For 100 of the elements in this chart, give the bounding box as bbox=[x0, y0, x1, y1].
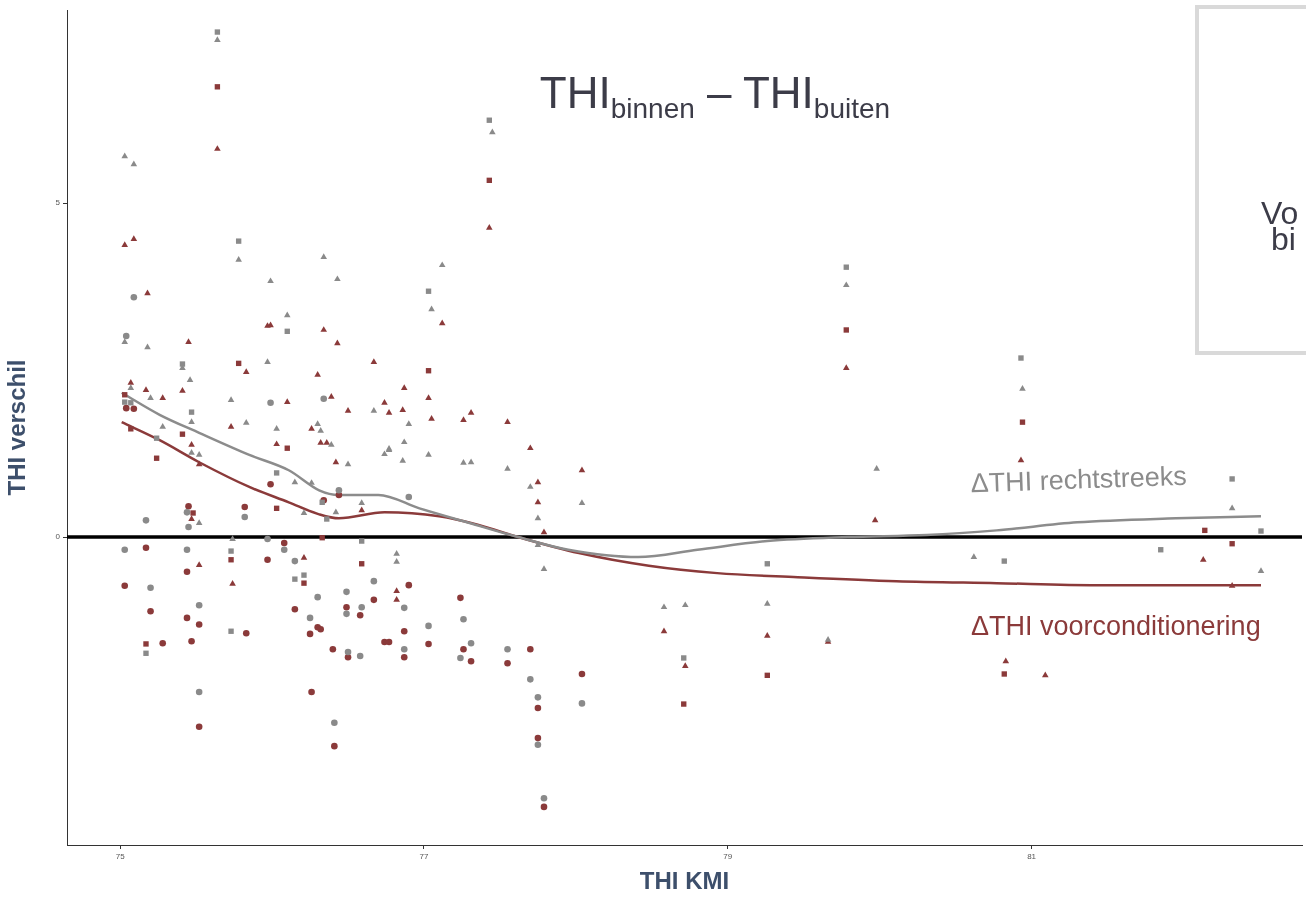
point bbox=[358, 603, 365, 611]
point bbox=[331, 742, 338, 750]
point bbox=[356, 652, 364, 660]
point bbox=[121, 582, 129, 590]
point bbox=[264, 556, 271, 564]
point bbox=[329, 645, 337, 653]
point bbox=[291, 605, 299, 613]
point bbox=[314, 593, 321, 601]
point bbox=[467, 658, 475, 665]
point bbox=[179, 431, 186, 437]
y-axis-title: THI verschil bbox=[3, 359, 31, 496]
point bbox=[1018, 355, 1024, 361]
point bbox=[320, 395, 328, 403]
point bbox=[405, 581, 413, 589]
point bbox=[143, 641, 149, 647]
point bbox=[843, 327, 849, 333]
point bbox=[159, 639, 166, 647]
line-series bbox=[120, 391, 1263, 559]
point bbox=[370, 596, 378, 604]
point bbox=[242, 629, 250, 637]
point bbox=[1001, 671, 1007, 677]
point bbox=[188, 637, 195, 645]
point bbox=[122, 399, 128, 405]
point bbox=[534, 741, 542, 749]
point bbox=[1229, 476, 1235, 482]
point bbox=[122, 404, 130, 412]
point bbox=[308, 688, 315, 696]
point bbox=[291, 557, 299, 565]
point bbox=[195, 723, 203, 731]
point bbox=[228, 557, 234, 563]
point bbox=[400, 645, 408, 653]
point bbox=[504, 660, 511, 667]
point bbox=[504, 645, 511, 653]
point bbox=[195, 688, 203, 696]
point bbox=[343, 603, 350, 611]
point bbox=[681, 701, 687, 707]
point bbox=[228, 628, 234, 634]
point bbox=[267, 480, 274, 488]
point bbox=[400, 604, 408, 612]
point bbox=[467, 639, 475, 647]
point bbox=[183, 614, 191, 622]
point bbox=[130, 293, 138, 301]
point bbox=[214, 84, 221, 90]
point bbox=[425, 622, 432, 630]
point bbox=[370, 577, 378, 585]
point bbox=[185, 523, 192, 531]
point bbox=[1258, 528, 1264, 534]
point bbox=[188, 409, 195, 415]
x-tick-label: 79 bbox=[723, 852, 733, 861]
point bbox=[527, 676, 534, 683]
point bbox=[130, 405, 138, 413]
point bbox=[578, 670, 586, 678]
point bbox=[241, 513, 249, 521]
point bbox=[425, 640, 432, 648]
point bbox=[142, 517, 150, 524]
point bbox=[1001, 558, 1007, 564]
point bbox=[264, 535, 271, 543]
point bbox=[460, 615, 467, 623]
point bbox=[185, 503, 192, 510]
point bbox=[457, 654, 464, 662]
point bbox=[534, 704, 542, 712]
point bbox=[534, 734, 542, 742]
point bbox=[385, 638, 393, 646]
point bbox=[527, 645, 534, 653]
point bbox=[301, 580, 307, 586]
point bbox=[344, 653, 352, 661]
point bbox=[190, 510, 196, 516]
point bbox=[280, 546, 288, 554]
point bbox=[183, 546, 191, 554]
x-tick-label: 75 bbox=[115, 852, 126, 861]
point bbox=[324, 516, 330, 522]
point bbox=[457, 594, 464, 602]
point bbox=[843, 264, 849, 270]
point bbox=[235, 238, 242, 244]
series-label: ΔTHI voorconditionering bbox=[970, 611, 1261, 642]
point bbox=[292, 576, 298, 582]
point bbox=[359, 538, 365, 544]
point bbox=[343, 588, 350, 596]
point bbox=[214, 29, 221, 35]
point bbox=[195, 601, 203, 609]
point bbox=[331, 719, 338, 727]
point bbox=[142, 544, 150, 552]
series-label: ΔTHI rechtstreeks bbox=[970, 460, 1188, 499]
point bbox=[267, 399, 274, 407]
point bbox=[121, 546, 129, 554]
point bbox=[1019, 419, 1026, 425]
point bbox=[405, 493, 413, 501]
point bbox=[356, 611, 364, 619]
text: THI$_{binnen}$ – THI$_{buiten}$ bbox=[539, 68, 891, 125]
point bbox=[540, 794, 548, 802]
y-tick-label: 5 bbox=[55, 198, 61, 208]
point bbox=[147, 607, 154, 615]
point bbox=[195, 621, 203, 628]
point bbox=[343, 610, 350, 618]
point bbox=[128, 426, 134, 432]
point bbox=[400, 653, 408, 661]
point bbox=[400, 627, 408, 635]
point bbox=[460, 645, 467, 653]
point bbox=[301, 572, 307, 578]
x-tick-label: 81 bbox=[1027, 852, 1037, 861]
